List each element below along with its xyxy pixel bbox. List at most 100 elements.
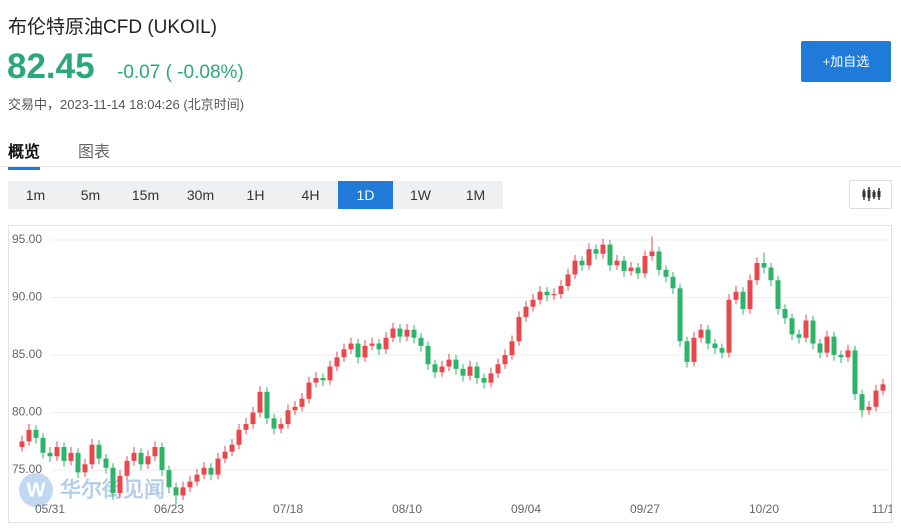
candle-body <box>250 412 256 425</box>
watch-button[interactable]: +加自选 <box>801 41 891 82</box>
candle-body <box>789 318 795 335</box>
chart-type-button[interactable] <box>849 180 892 209</box>
candle-body <box>733 291 739 300</box>
candle-body <box>320 378 326 381</box>
candle-body <box>376 343 382 350</box>
period-button[interactable]: 1m <box>25 187 46 203</box>
candle-body <box>180 487 186 496</box>
candle-body <box>75 452 81 473</box>
tab[interactable]: 图表 <box>78 144 111 161</box>
candle-body <box>222 451 228 459</box>
candle-body <box>754 262 760 281</box>
candle-body <box>390 328 396 338</box>
candle-body <box>40 437 46 453</box>
candle-body <box>145 456 151 465</box>
period-button[interactable]: 1D <box>338 181 393 209</box>
period-bar: 1m 5m 15m 30m 1H 4H 1D 1W 1M <box>8 181 503 209</box>
candle-body <box>873 390 879 407</box>
candle-body <box>607 244 613 266</box>
candle-body <box>411 329 417 338</box>
period-button[interactable]: 15m <box>131 187 160 203</box>
candle-body <box>306 382 312 399</box>
x-tick-label: 08/10 <box>392 502 422 516</box>
candle-body <box>292 406 298 411</box>
candle-body <box>600 244 606 254</box>
candle-body <box>89 444 95 465</box>
divider <box>0 166 901 167</box>
candle-body <box>54 447 60 457</box>
candle-body <box>61 447 67 461</box>
candle-body <box>82 464 88 473</box>
candle-body <box>110 467 116 494</box>
candle-body <box>635 267 641 274</box>
candle-body <box>628 267 634 272</box>
candle-body <box>33 429 39 438</box>
candle-body <box>19 441 25 448</box>
candle-body <box>313 378 319 383</box>
candle-body <box>488 373 494 383</box>
status: 交易中，2023-11-14 18:04:26 (北京时间) <box>8 97 245 112</box>
candle-body <box>334 357 340 367</box>
candle-body <box>397 328 403 337</box>
candle-body <box>96 444 102 459</box>
candle-body <box>544 291 550 296</box>
candle-body <box>369 343 375 346</box>
candle-body <box>558 285 564 295</box>
candle-body <box>593 249 599 254</box>
candle-body <box>719 348 725 353</box>
candle-body <box>215 458 221 475</box>
tab[interactable]: 概览 <box>8 138 41 170</box>
candle-body <box>537 291 543 300</box>
candle-body <box>236 429 242 445</box>
candle-body <box>649 251 655 257</box>
candle-body <box>68 452 74 461</box>
period-button[interactable]: 30m <box>186 187 215 203</box>
period-button[interactable]: 1M <box>465 187 486 203</box>
x-tick-label: 09/27 <box>630 502 660 516</box>
y-tick-label: 90.00 <box>12 290 42 304</box>
candle-body <box>705 329 711 344</box>
candle-body <box>243 424 249 430</box>
candle-body <box>663 269 669 277</box>
candle-body <box>355 343 361 358</box>
candle-body <box>278 424 284 429</box>
candle-body <box>782 308 788 319</box>
candle-body <box>446 359 452 367</box>
period-button[interactable]: 4H <box>301 187 320 203</box>
candle-body <box>509 341 515 356</box>
candle-body <box>761 262 767 268</box>
x-tick-label: 06/23 <box>154 502 184 516</box>
y-tick-label: 80.00 <box>12 405 42 419</box>
candle-body <box>418 337 424 346</box>
candle-body <box>26 429 32 442</box>
candle-body <box>152 447 158 457</box>
candle-body <box>852 350 858 395</box>
candle-body <box>348 343 354 350</box>
candle-body <box>803 320 809 338</box>
y-tick-label: 75.00 <box>12 462 42 476</box>
candle-body <box>257 391 263 413</box>
period-button[interactable]: 5m <box>80 187 101 203</box>
candle-body <box>845 350 851 358</box>
candle-body <box>299 398 305 407</box>
candle-body <box>712 343 718 349</box>
candle-body <box>586 249 592 266</box>
candle-body <box>453 359 459 369</box>
period-button[interactable]: 1H <box>246 187 265 203</box>
period-button[interactable]: 1W <box>410 187 431 203</box>
candle-body <box>831 336 837 356</box>
candle-body <box>817 343 823 353</box>
candle-body <box>691 337 697 362</box>
candle-body <box>285 410 291 425</box>
candle-body <box>579 260 585 266</box>
title: 布伦特原油CFD (UKOIL) <box>8 17 218 38</box>
candle-body <box>677 288 683 342</box>
icon <box>862 187 881 201</box>
candle-body <box>404 329 410 337</box>
candle-body <box>159 447 165 471</box>
change: -0.07 ( -0.08%) <box>117 62 244 84</box>
watermark-logo-letter: W <box>27 479 46 501</box>
candle-body <box>726 299 732 353</box>
candle-body <box>824 336 830 353</box>
